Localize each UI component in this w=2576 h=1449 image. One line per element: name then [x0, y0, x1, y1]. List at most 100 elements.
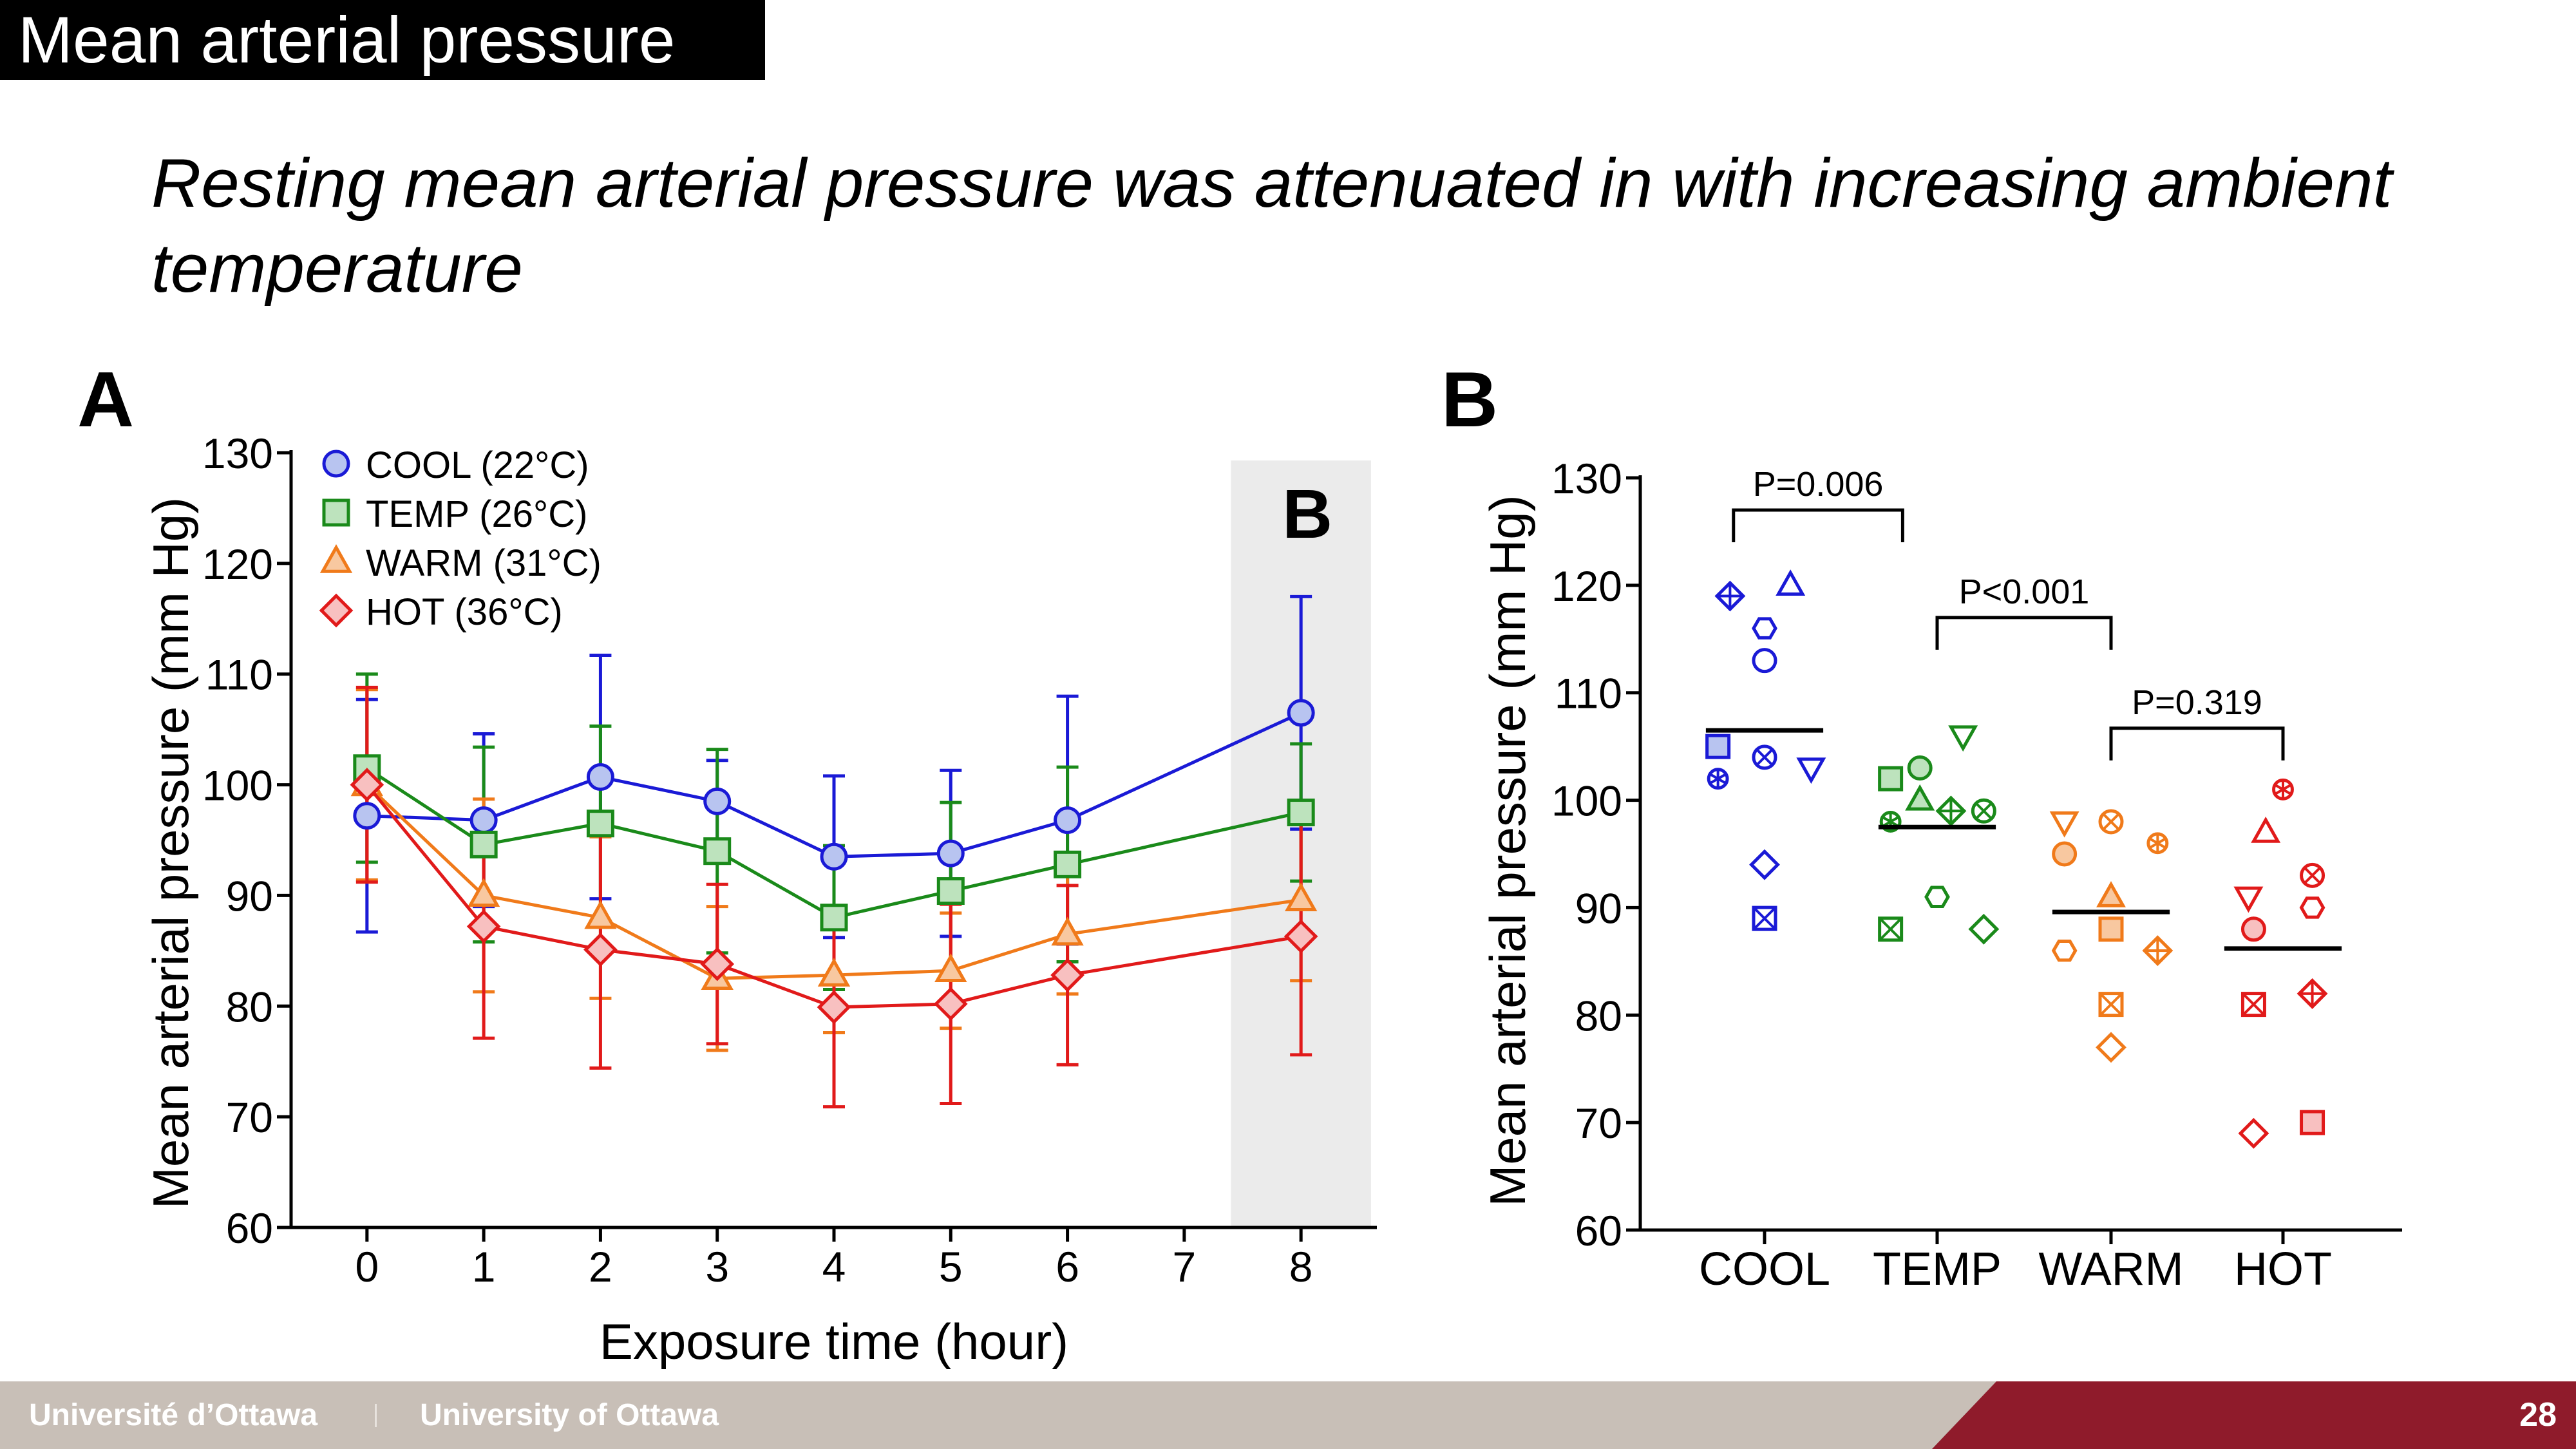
y-tick-label-b: 100	[1551, 777, 1622, 825]
highlight-region-label: B	[1282, 475, 1332, 553]
footer-separator	[375, 1404, 377, 1427]
data-point-warm	[584, 900, 617, 929]
legend-label-cool: COOL (22°C)	[366, 444, 589, 486]
category-label-warm: WARM	[2038, 1244, 2183, 1295]
scatter-point-hot	[2300, 862, 2325, 888]
panel-b-label: B	[1441, 355, 1499, 443]
footer-university-en: University of Ottawa	[420, 1398, 719, 1432]
y-tick-label-b: 90	[1575, 884, 1622, 932]
p-value-label: P=0.006	[1753, 465, 1884, 504]
highlight-region	[1231, 460, 1371, 1227]
legend-marker-hot	[319, 593, 354, 628]
x-tick-label-a: 7	[1173, 1243, 1197, 1291]
y-tick-label-b: 110	[1555, 670, 1622, 717]
legend-marker-cool	[322, 450, 350, 478]
series-line-warm	[366, 783, 1302, 980]
scatter-point-temp	[1924, 886, 1950, 908]
data-point-temp	[469, 830, 498, 858]
data-point-hot	[1283, 919, 1318, 954]
y-tick-label-a: 100	[202, 762, 273, 810]
y-tick-label-b: 60	[1575, 1207, 1622, 1255]
data-point-temp	[820, 904, 848, 932]
series-line-cool	[366, 711, 1302, 858]
scatter-point-cool	[1752, 648, 1777, 674]
data-point-cool	[353, 802, 381, 830]
data-point-cool	[820, 842, 848, 871]
y-tick-label-a: 90	[226, 872, 273, 920]
x-axis-label-a: Exposure time (hour)	[600, 1313, 1068, 1370]
x-tick-label-a: 0	[355, 1243, 379, 1291]
y-tick-label-a: 60	[226, 1204, 273, 1252]
p-value-label: P=0.319	[2132, 683, 2262, 722]
y-tick-label-b: 70	[1575, 1099, 1622, 1147]
data-point-hot	[817, 990, 851, 1025]
scatter-point-temp	[1971, 798, 1996, 824]
scatter-point-hot	[2238, 1117, 2269, 1149]
category-label-cool: COOL	[1699, 1244, 1830, 1295]
slide-title: Mean arterial pressure	[0, 0, 765, 80]
scatter-point-hot	[2240, 992, 2266, 1018]
scatter-point-warm	[2142, 935, 2174, 967]
scatter-point-hot	[2233, 886, 2264, 913]
data-point-warm	[350, 767, 384, 797]
significance-bracket	[1732, 508, 1904, 543]
scatter-point-warm	[2051, 939, 2078, 962]
data-point-cool	[469, 806, 498, 835]
data-point-cool	[586, 763, 614, 791]
data-point-hot	[1050, 958, 1084, 992]
x-tick-label-a: 8	[1289, 1243, 1313, 1291]
x-tick-label-a: 3	[705, 1243, 729, 1291]
scatter-point-warm	[2052, 841, 2078, 867]
series-line-hot	[365, 783, 1302, 1009]
y-tick-label-a: 70	[226, 1094, 273, 1141]
legend-marker-warm	[319, 544, 353, 573]
y-tick-label-b: 80	[1575, 992, 1622, 1039]
data-point-temp	[703, 837, 732, 866]
legend-label-warm: WARM (31°C)	[366, 542, 601, 584]
y-tick-label-b: 130	[1551, 455, 1622, 502]
x-tick-label-a: 1	[472, 1243, 496, 1291]
scatter-point-hot	[2299, 896, 2325, 919]
data-point-cool	[703, 787, 732, 815]
scatter-point-cool	[1796, 757, 1826, 784]
significance-bracket	[2109, 726, 2285, 761]
scatter-point-temp	[1935, 795, 1967, 827]
scatter-point-cool	[1752, 744, 1777, 770]
scatter-point-warm	[2049, 811, 2079, 838]
scatter-point-temp	[1948, 725, 1978, 752]
scatter-point-cool	[1776, 569, 1806, 596]
slide-subtitle: Resting mean arterial pressure was atten…	[151, 140, 2470, 310]
scatter-point-cool	[1749, 849, 1780, 880]
scatter-point-warm	[2146, 832, 2169, 855]
scatter-point-temp	[1878, 916, 1904, 942]
scatter-point-warm	[2098, 916, 2124, 942]
scatter-point-warm	[2096, 1032, 2126, 1063]
scatter-point-hot	[2300, 1110, 2325, 1135]
legend-marker-temp	[322, 498, 350, 527]
scatter-point-cool	[1707, 768, 1729, 790]
subtitle-line-1: Resting mean arterial pressure was atten…	[151, 144, 2392, 222]
x-tick-label-a: 4	[822, 1243, 846, 1291]
scatter-point-warm	[2098, 809, 2124, 835]
data-point-temp	[1287, 799, 1315, 827]
footer-university-fr: Université d’Ottawa	[29, 1398, 318, 1432]
panel-a-label: A	[77, 355, 135, 443]
scatter-point-temp	[1905, 784, 1935, 811]
data-point-warm	[934, 953, 967, 982]
series-line-temp	[366, 766, 1302, 920]
scatter-point-hot	[2251, 816, 2281, 843]
legend-label-temp: TEMP (26°C)	[366, 493, 587, 535]
data-point-hot	[700, 947, 735, 981]
data-point-warm	[701, 961, 734, 990]
data-point-hot	[933, 987, 968, 1021]
y-tick-label-a: 80	[226, 983, 273, 1030]
data-point-warm	[817, 958, 851, 987]
scatter-point-hot	[2240, 916, 2266, 942]
data-point-hot	[583, 933, 618, 967]
footer-bar: Université d’Ottawa University of Ottawa…	[0, 1381, 2576, 1449]
significance-bracket	[1935, 616, 2113, 650]
scatter-point-warm	[2096, 881, 2126, 907]
scatter-point-cool	[1714, 580, 1746, 612]
y-tick-label-a: 110	[205, 651, 273, 699]
x-tick-label-a: 2	[589, 1243, 612, 1291]
